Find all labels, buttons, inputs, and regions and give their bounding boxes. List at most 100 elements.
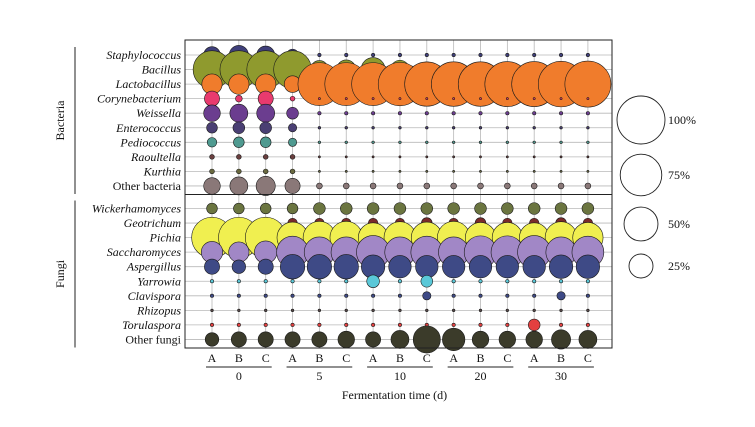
bubble-rhizopus xyxy=(344,308,348,312)
sample-label: C xyxy=(342,351,350,365)
bubble-torulaspora xyxy=(451,322,456,327)
bubble-enterococcus xyxy=(505,126,509,130)
bubble-staphylococcus xyxy=(371,52,376,57)
bubble-weissella xyxy=(203,104,221,122)
bubble-weissella xyxy=(559,111,564,116)
bubble-clavispora xyxy=(371,293,376,298)
taxon-label: Weissella xyxy=(136,106,181,120)
bubble-weissella xyxy=(397,111,402,116)
bubble-yarrowia xyxy=(505,279,510,284)
bubble-rhizopus xyxy=(237,308,241,312)
bubble-kurthia xyxy=(425,170,429,173)
bubble-wickerhamomyces xyxy=(366,202,380,215)
bubble-rhizopus xyxy=(505,308,509,312)
bubble-kurthia xyxy=(263,168,269,175)
sample-label: B xyxy=(235,351,243,365)
bubble-torulaspora xyxy=(290,322,295,327)
bubble-wickerhamomyces xyxy=(286,202,299,215)
bubble-other-bacteria xyxy=(316,182,323,190)
bubble-pediococcus xyxy=(425,140,429,144)
bubble-wickerhamomyces xyxy=(528,202,541,215)
bubble-other-fungi xyxy=(257,331,274,348)
legend-circle xyxy=(628,253,654,279)
bubble-clavispora xyxy=(263,293,268,298)
bubble-clavispora xyxy=(236,293,241,298)
taxon-label: Rhizopus xyxy=(136,303,181,317)
bubble-corynebacterium xyxy=(425,97,429,101)
bubble-enterococcus xyxy=(478,126,483,130)
bubble-enterococcus xyxy=(206,122,218,134)
taxon-label: Kurthia xyxy=(143,164,181,178)
bubble-pediococcus xyxy=(559,140,563,144)
size-legend: 100% 75% 50% 25% xyxy=(616,95,696,279)
bubble-other-fungi xyxy=(551,329,571,350)
taxon-label: Other bacteria xyxy=(113,179,182,193)
bubble-kurthia xyxy=(452,170,456,173)
bubble-other-bacteria xyxy=(504,182,511,190)
group-label-bacteria: Bacteria xyxy=(53,100,67,141)
bubble-raoultella xyxy=(398,155,402,159)
bubble-enterococcus xyxy=(398,126,402,130)
bubble-yarrowia xyxy=(263,279,268,284)
bubble-pediococcus xyxy=(344,140,348,144)
taxon-label: Enterococcus xyxy=(115,121,181,135)
bubble-lactobacillus xyxy=(564,60,612,108)
taxon-label: Wickerhamomyces xyxy=(92,202,181,216)
bubble-aspergillus xyxy=(468,255,493,279)
bubble-yarrowia xyxy=(236,279,241,284)
taxon-label: Corynebacterium xyxy=(97,92,181,106)
bubble-corynebacterium xyxy=(559,97,563,101)
bubble-clavispora xyxy=(290,293,295,298)
bubble-torulaspora xyxy=(397,322,402,327)
taxon-label: Aspergillus xyxy=(126,260,182,274)
sample-label: B xyxy=(557,351,565,365)
bubble-kurthia xyxy=(344,170,348,173)
bubble-torulaspora xyxy=(371,322,376,327)
bubble-other-bacteria xyxy=(450,182,457,190)
bubble-weissella xyxy=(478,111,483,116)
bubble-enterococcus xyxy=(259,121,272,134)
bubble-wickerhamomyces xyxy=(554,202,568,215)
bubble-wickerhamomyces xyxy=(340,202,353,215)
bubble-weissella xyxy=(344,111,349,116)
sample-label: C xyxy=(262,351,270,365)
bubble-raoultella xyxy=(289,154,296,160)
bubble-weissella xyxy=(505,111,510,116)
bubble-raoultella xyxy=(209,154,215,160)
bubble-other-bacteria xyxy=(255,176,276,196)
bubble-staphylococcus xyxy=(451,52,456,57)
bubble-corynebacterium xyxy=(479,97,482,101)
bubble-pediococcus xyxy=(452,140,456,144)
taxon-label: Pichia xyxy=(149,231,181,245)
bubble-clavispora xyxy=(478,293,483,298)
bubble-raoultella xyxy=(263,154,269,160)
bubble-other-fungi xyxy=(337,330,355,349)
bubble-torulaspora xyxy=(505,322,510,327)
bubble-other-bacteria xyxy=(477,182,484,190)
bubble-corynebacterium xyxy=(318,97,321,101)
taxon-label: Lactobacillus xyxy=(115,77,182,91)
bubble-yarrowia xyxy=(344,279,349,284)
bubble-kurthia xyxy=(318,170,321,173)
bubble-enterococcus xyxy=(288,123,298,133)
plot-frame xyxy=(184,39,613,349)
bubble-wickerhamomyces xyxy=(474,202,487,215)
bubble-kurthia xyxy=(236,168,242,175)
bubble-other-bacteria xyxy=(203,177,221,195)
bubble-weissella xyxy=(424,111,429,116)
bubble-wickerhamomyces xyxy=(206,202,218,215)
bubble-corynebacterium xyxy=(505,97,509,101)
bubble-aspergillus xyxy=(204,258,220,275)
bubble-rhizopus xyxy=(210,308,214,312)
bubble-raoultella xyxy=(505,155,509,159)
bubble-corynebacterium xyxy=(344,97,348,101)
x-axis-title: Fermentation time (d) xyxy=(342,388,447,402)
bubble-staphylococcus xyxy=(505,52,510,57)
bubble-rhizopus xyxy=(452,308,456,312)
sample-label: B xyxy=(476,351,484,365)
bubble-kurthia xyxy=(559,170,563,173)
bubble-other-fungi xyxy=(204,332,220,347)
bubble-kurthia xyxy=(289,168,296,175)
legend-label: 100% xyxy=(668,113,696,127)
